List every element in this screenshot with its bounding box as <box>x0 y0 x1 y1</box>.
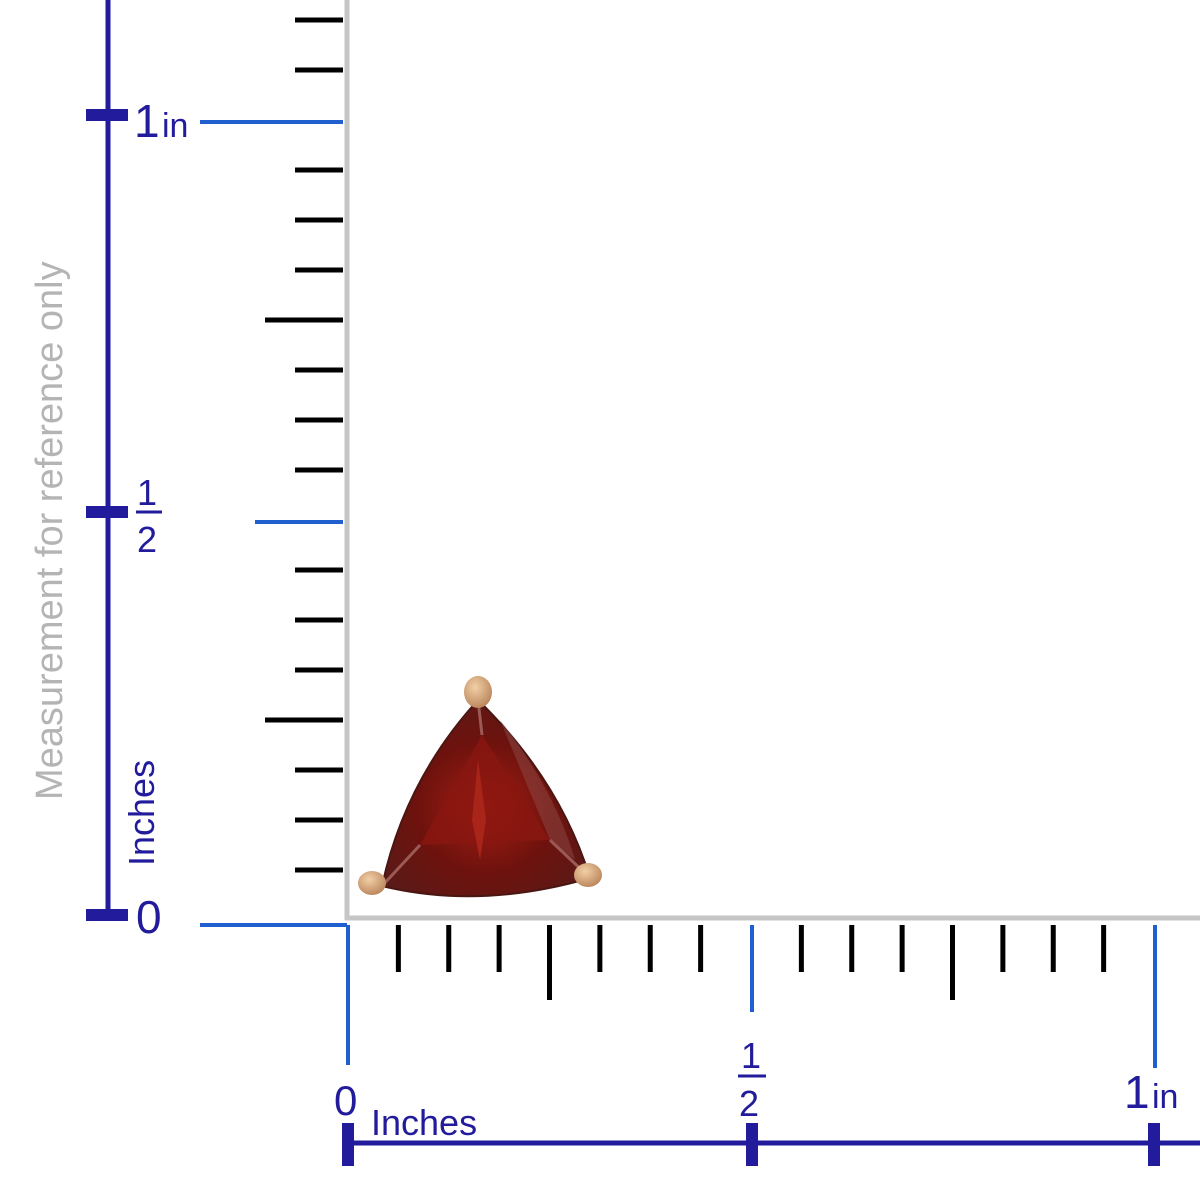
vertical-ruler <box>86 0 128 921</box>
disclaimer-text: Measurement for reference only <box>29 261 71 800</box>
vruler-half-denominator: 2 <box>137 519 157 560</box>
horizontal-ruler <box>342 1123 1200 1166</box>
vruler-one-label: 1 <box>134 95 160 147</box>
prong-left <box>358 871 386 895</box>
hruler-zero-label: 0 <box>334 1077 357 1124</box>
prong-top <box>464 676 492 708</box>
horizontal-tick-marks <box>395 925 1157 1068</box>
vruler-half-numerator: 1 <box>137 472 157 513</box>
hruler-one-label: 1 <box>1124 1066 1150 1118</box>
vruler-unit-label: Inches <box>121 760 162 866</box>
hruler-half-numerator: 1 <box>741 1035 761 1076</box>
trillion-garnet-stud-image <box>358 676 602 898</box>
vruler-zero-label: 0 <box>136 891 162 943</box>
hruler-one-unit: in <box>1152 1078 1178 1116</box>
vruler-one-unit: in <box>162 107 188 145</box>
hruler-unit-label: Inches <box>371 1102 477 1143</box>
vertical-tick-marks <box>200 17 343 873</box>
hruler-half-denominator: 2 <box>739 1083 759 1124</box>
prong-right <box>574 863 602 887</box>
